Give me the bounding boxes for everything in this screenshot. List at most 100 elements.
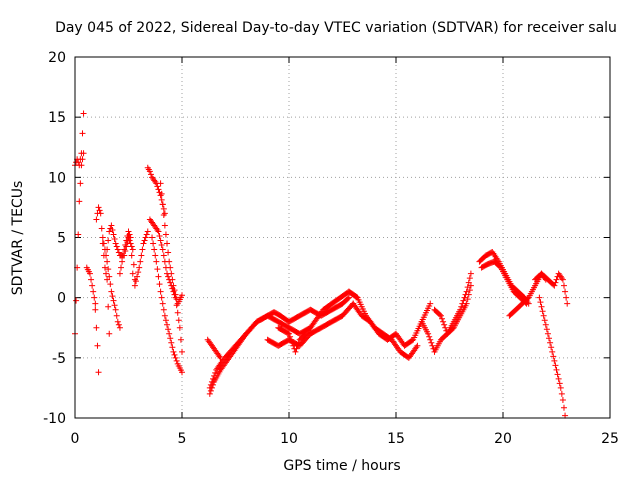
data-point — [154, 183, 161, 190]
data-point — [168, 270, 175, 277]
data-point — [168, 339, 175, 346]
data-point — [460, 297, 467, 304]
data-point — [101, 264, 108, 271]
data-point — [546, 335, 553, 342]
data-point — [553, 276, 560, 283]
data-point — [105, 266, 112, 273]
data-point — [556, 380, 563, 387]
data-point — [112, 306, 119, 313]
data-point — [551, 282, 558, 289]
data-point — [137, 258, 144, 265]
y-axis-title: SDTVAR / TECUs — [10, 181, 26, 296]
data-point — [105, 303, 112, 310]
grid-lines — [75, 57, 610, 418]
data-point — [160, 252, 167, 259]
data-point — [164, 240, 171, 247]
y-tick-labels: -10 -5 0 5 10 15 20 — [43, 50, 66, 427]
data-point — [344, 295, 351, 302]
data-point — [86, 270, 93, 277]
data-point — [95, 204, 102, 211]
data-point — [161, 222, 168, 229]
data-point — [106, 330, 113, 337]
data-point — [154, 266, 161, 273]
data-point — [465, 279, 472, 286]
data-point — [552, 362, 559, 369]
data-point — [107, 281, 114, 288]
data-point — [548, 344, 555, 351]
x-axis-title: GPS time / hours — [283, 458, 400, 474]
data-point — [119, 258, 126, 265]
data-point — [77, 180, 84, 187]
data-point — [156, 232, 163, 239]
data-point — [104, 276, 111, 283]
x-tick-label: 15 — [387, 431, 405, 447]
data-point — [465, 291, 472, 298]
data-point — [162, 231, 169, 238]
data-point — [111, 236, 118, 243]
data-point — [120, 252, 127, 259]
data-point — [429, 342, 436, 349]
data-points — [72, 110, 571, 419]
data-point — [464, 296, 471, 303]
data-point — [345, 294, 352, 301]
data-point — [114, 318, 121, 325]
data-point — [138, 252, 145, 259]
data-point — [425, 330, 432, 337]
data-point — [176, 324, 183, 331]
data-point — [113, 243, 120, 250]
data-point — [427, 336, 434, 343]
data-point — [437, 312, 444, 319]
y-tick-label: 10 — [48, 170, 66, 186]
data-point — [463, 300, 470, 307]
data-point — [170, 282, 177, 289]
data-point — [150, 240, 157, 247]
data-point — [559, 396, 566, 403]
data-point — [164, 321, 171, 328]
data-point — [428, 339, 435, 346]
data-point — [159, 246, 166, 253]
data-point — [467, 270, 474, 277]
data-point — [562, 288, 569, 295]
data-point — [295, 339, 302, 346]
data-point — [110, 231, 117, 238]
data-point — [160, 205, 167, 212]
data-point — [539, 308, 546, 315]
data-point — [286, 330, 292, 337]
x-tick-label: 0 — [71, 431, 80, 447]
data-point — [207, 387, 214, 394]
data-point — [288, 336, 295, 343]
data-point — [100, 240, 107, 247]
data-point — [128, 243, 135, 250]
data-point — [160, 211, 167, 218]
data-point — [206, 384, 213, 391]
data-point — [165, 249, 172, 256]
data-point — [155, 186, 162, 193]
y-tick-label: -10 — [43, 411, 66, 427]
data-point — [292, 348, 299, 355]
data-point — [126, 231, 133, 238]
data-point — [564, 300, 571, 307]
data-point — [108, 222, 115, 229]
data-point — [73, 297, 80, 304]
data-point — [158, 242, 165, 249]
data-point — [210, 375, 217, 382]
data-point — [211, 372, 218, 379]
data-point — [142, 234, 149, 241]
data-point — [541, 317, 548, 324]
data-point — [549, 348, 556, 355]
data-point — [172, 291, 179, 298]
y-tick-label: 5 — [57, 231, 66, 247]
data-point — [552, 279, 559, 286]
data-point — [139, 246, 146, 253]
plot-frame — [74, 56, 611, 419]
data-point — [114, 246, 121, 253]
data-point — [167, 264, 174, 271]
data-point — [557, 384, 564, 391]
data-point — [553, 366, 560, 373]
data-point — [536, 294, 543, 301]
data-point — [441, 321, 448, 328]
data-point — [166, 330, 173, 337]
data-point — [158, 190, 165, 197]
data-point — [558, 390, 565, 397]
